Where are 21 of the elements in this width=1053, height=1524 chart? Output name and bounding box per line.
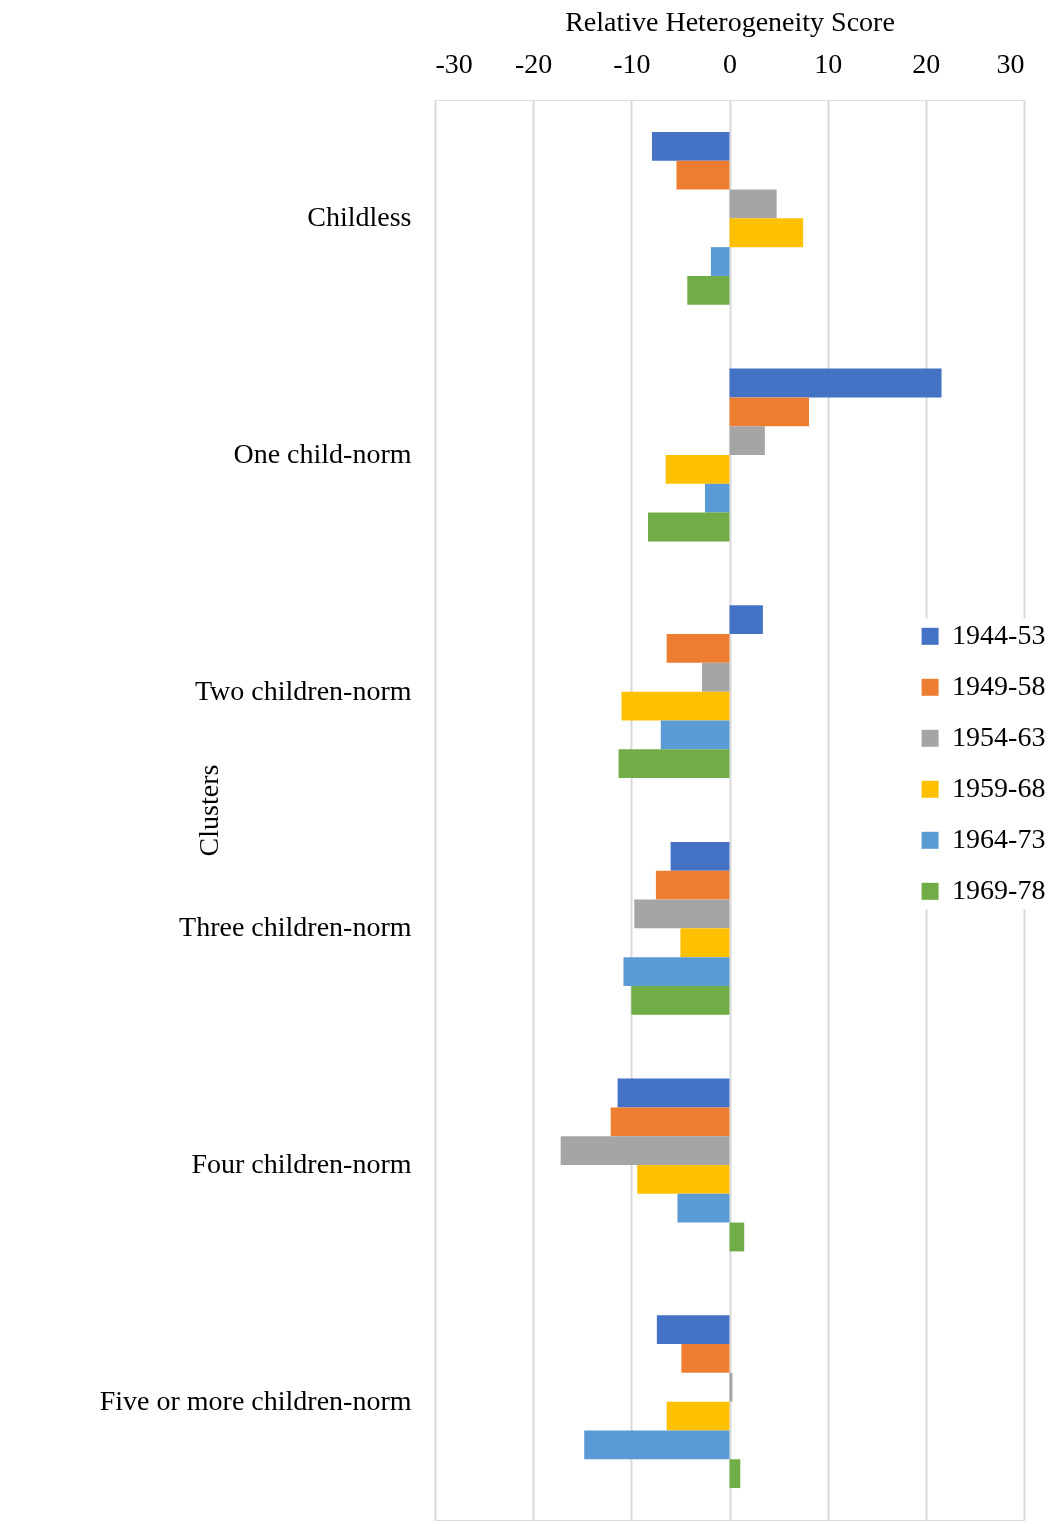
x-tick-label: 0 bbox=[723, 47, 737, 79]
legend-label: 1954-63 bbox=[952, 721, 1046, 753]
legend-label: 1959-68 bbox=[952, 772, 1046, 804]
y-tick-label: One child-norm bbox=[233, 438, 412, 469]
y-tick-label: Five or more children-norm bbox=[99, 1384, 412, 1416]
y-tick-label: Three children-norm bbox=[179, 911, 412, 943]
legend-label: 1949-58 bbox=[952, 670, 1046, 702]
x-tick-label: 30 bbox=[996, 47, 1025, 79]
x-tick-label: 20 bbox=[912, 47, 941, 79]
y-axis-title: Clusters bbox=[192, 764, 224, 857]
x-tick-label: -10 bbox=[613, 47, 651, 79]
legend-label: 1969-78 bbox=[952, 874, 1046, 906]
x-tick-label: -20 bbox=[515, 47, 553, 79]
legend-label: 1944-53 bbox=[952, 619, 1046, 651]
y-tick-label: Two children-norm bbox=[194, 674, 412, 706]
y-tick-label: Childless bbox=[307, 201, 412, 233]
y-tick-label: Four children-norm bbox=[191, 1148, 412, 1179]
legend-label: 1964-73 bbox=[952, 823, 1046, 855]
x-axis-title: Relative Heterogeneity Score bbox=[565, 5, 895, 37]
x-tick-label: -30 bbox=[435, 47, 473, 79]
x-tick-label: 10 bbox=[814, 47, 843, 79]
